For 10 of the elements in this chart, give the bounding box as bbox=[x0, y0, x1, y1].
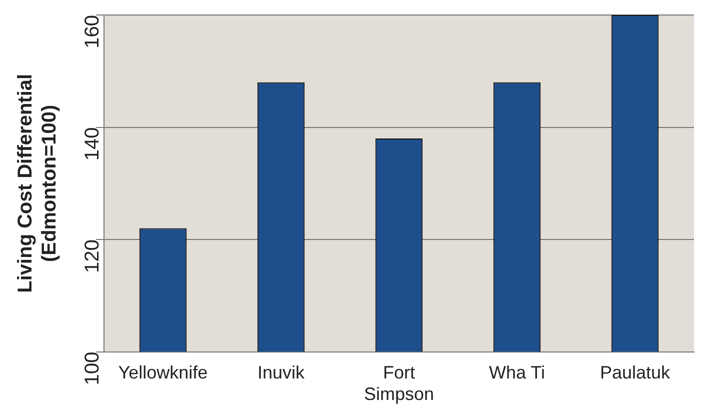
x-tick-label: Yellowknife bbox=[118, 362, 208, 383]
x-tick-label: Wha Ti bbox=[488, 362, 546, 383]
y-tick-label: 100 bbox=[82, 352, 104, 386]
x-tick-label: Fort Simpson bbox=[364, 362, 434, 404]
y-tick-label: 160 bbox=[82, 15, 104, 48]
y-tick-label: 120 bbox=[82, 240, 104, 273]
y-tick-label: 140 bbox=[82, 127, 104, 161]
x-tick-label: Paulatuk bbox=[600, 362, 672, 383]
x-tick-label: Inuvik bbox=[257, 362, 306, 383]
y-axis-title: Living Cost Differential (Edmonton=100) bbox=[14, 74, 61, 293]
